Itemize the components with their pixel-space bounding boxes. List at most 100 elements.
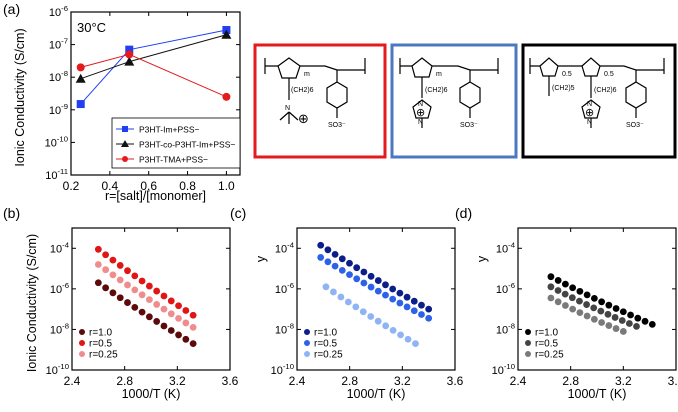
legend-marker — [121, 140, 129, 147]
data-point — [382, 281, 389, 289]
data-point — [554, 287, 562, 294]
x-tick-label: 2.4 — [289, 374, 306, 388]
data-point — [374, 287, 382, 295]
structure-im-label-chain: (CH2)6 — [425, 87, 448, 94]
data-point — [619, 328, 627, 335]
y-tick-label: 10-8 — [50, 321, 69, 336]
legend-label: r=0.5 — [314, 339, 338, 350]
data-point — [160, 322, 168, 330]
data-point — [547, 273, 555, 281]
data-point — [338, 266, 346, 274]
structure-tma-label-n: N — [285, 105, 290, 112]
data-point — [590, 304, 598, 312]
chart-d: 2.4 2.8 3.2 3.6 10-10 10-8 10-6 10-4 1000/T (K) y… — [475, 227, 678, 401]
data-point — [131, 286, 139, 294]
data-point — [597, 307, 605, 315]
data-point — [337, 293, 345, 301]
y-tick-label: 10-4 — [50, 240, 70, 255]
data-point — [102, 251, 110, 259]
data-point — [418, 311, 425, 318]
data-point — [612, 325, 620, 332]
data-point — [562, 280, 569, 288]
data-point — [138, 277, 146, 285]
data-point — [367, 313, 375, 320]
data-point — [182, 335, 190, 343]
data-point — [167, 310, 175, 318]
legend-label: P3HT-Im+PSS− — [139, 125, 200, 135]
chart-b: 2.4 2.8 3.2 3.6 10-10 10-8 10-6 10-4 1000/T (K) I… — [25, 227, 239, 401]
data-point — [627, 311, 634, 319]
structure-im-frame — [390, 43, 518, 159]
data-point — [590, 294, 598, 302]
x-tick-label: 2.8 — [116, 374, 133, 388]
y-tick-label: 10-6 — [496, 281, 515, 296]
y-axis-label: y — [475, 255, 489, 262]
legend-label: r=0.5 — [535, 339, 559, 350]
data-point — [138, 308, 146, 316]
structure-copolymer-frame — [521, 43, 677, 159]
data-point — [618, 317, 626, 324]
y-tick-label: 10-4 — [496, 240, 516, 255]
series-line — [80, 34, 227, 80]
y-axis-label: Ionic Conductivity (S/cm) — [13, 28, 27, 166]
data-point — [189, 324, 197, 331]
panel-label-c: (c) — [230, 205, 246, 221]
data-point — [324, 258, 332, 266]
data-point — [562, 302, 569, 309]
data-point — [367, 283, 375, 291]
y-tick-label: 10-6 — [49, 4, 68, 19]
legend-marker — [304, 340, 310, 346]
data-point — [619, 308, 627, 316]
data-point — [330, 288, 337, 296]
temperature-label: 30°C — [77, 20, 106, 35]
data-point — [175, 302, 182, 310]
data-point — [182, 319, 190, 327]
x-tick-label: 3.2 — [394, 374, 411, 388]
structure-tma: m (CH2)6 N ⊕ SO3⁻ — [253, 43, 387, 159]
data-point — [389, 326, 397, 334]
data-point — [410, 297, 418, 305]
data-point — [412, 340, 419, 348]
data-point — [160, 292, 168, 300]
panel-label-a: (a) — [3, 1, 20, 17]
data-point — [359, 308, 367, 316]
data-point — [160, 305, 168, 313]
structure-im-label-n2: N — [418, 119, 423, 126]
legend-label: r=1.0 — [314, 328, 338, 339]
panel-label-d: (d) — [455, 205, 472, 221]
data-point — [94, 261, 102, 268]
data-point — [189, 340, 197, 348]
data-point — [175, 314, 182, 322]
data-point — [634, 314, 642, 322]
data-point — [145, 282, 153, 290]
structure-copolymer-label-n1: N — [587, 101, 592, 108]
structure-copolymer-label-x2: 0.5 — [604, 71, 614, 78]
data-point — [322, 283, 330, 291]
y-tick-label: 10-9 — [49, 102, 68, 117]
data-point — [547, 283, 555, 291]
plot-frame — [296, 227, 456, 371]
x-tick-label: 0.8 — [179, 179, 196, 193]
data-point — [425, 314, 433, 322]
data-point — [353, 275, 361, 283]
data-point — [109, 271, 117, 279]
data-point — [605, 322, 613, 329]
x-tick-label: 3.2 — [615, 374, 632, 388]
x-tick-label: 2.4 — [64, 374, 81, 388]
data-point — [131, 303, 139, 311]
legend-marker — [79, 351, 85, 357]
structure-copolymer-label-x1: 0.5 — [562, 71, 572, 78]
legend-marker — [79, 329, 85, 335]
data-point — [389, 285, 397, 293]
structure-im-label-m: m — [436, 71, 442, 78]
legend-marker — [122, 156, 128, 162]
data-point — [625, 320, 633, 327]
data-point — [124, 56, 135, 66]
x-tick-label: 2.8 — [562, 374, 579, 388]
data-point — [353, 264, 361, 272]
data-point — [124, 267, 131, 275]
structure-im-label-so3: SO3⁻ — [460, 122, 478, 129]
structure-tma-label-so3: SO3⁻ — [328, 122, 346, 129]
data-point — [583, 301, 590, 308]
x-tick-label: 3.2 — [169, 374, 186, 388]
